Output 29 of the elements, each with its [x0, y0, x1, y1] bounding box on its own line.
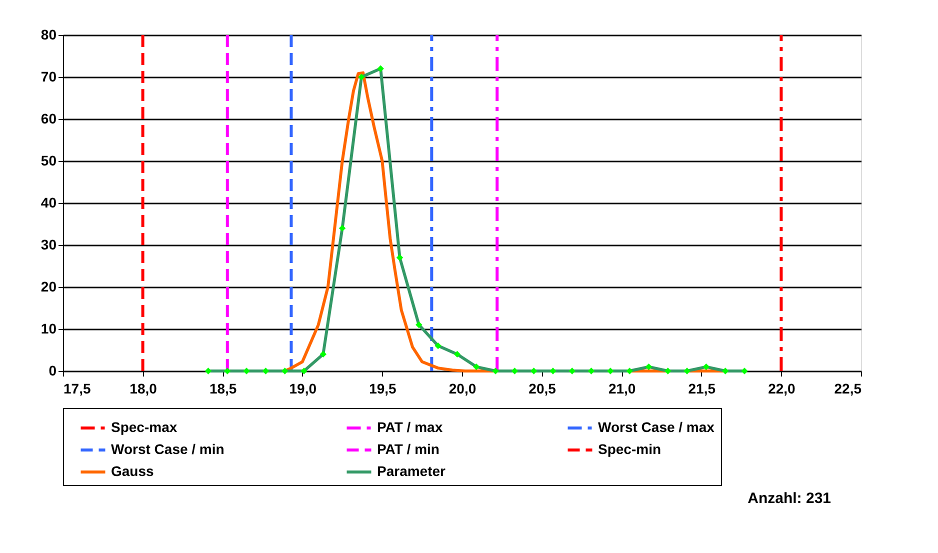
x-tick-label: 20,5 — [528, 380, 556, 396]
y-tick-label: 30 — [40, 236, 57, 252]
text: Anzahl: 231 — [748, 490, 831, 507]
y-tick-label: 80 — [40, 26, 57, 42]
legend-label: Worst Case / max — [598, 419, 715, 435]
x-tick-label: 18,0 — [130, 380, 158, 396]
legend-label: PAT / max — [377, 419, 443, 435]
x-tick-label: 20,0 — [448, 380, 476, 396]
legend-label: PAT / min — [377, 441, 440, 457]
x-tick-label: 21,0 — [608, 380, 636, 396]
x-tick-label: 22,0 — [768, 380, 796, 396]
legend-label: Parameter — [377, 463, 446, 479]
y-tick-label: 50 — [40, 152, 57, 168]
y-tick-label: 10 — [40, 320, 57, 336]
y-tick-label: 20 — [40, 278, 57, 294]
x-tick-label: 19,5 — [369, 380, 397, 396]
x-tick-label: 19,0 — [289, 380, 317, 396]
x-tick-label: 21,5 — [688, 380, 716, 396]
y-tick-label: 60 — [40, 110, 57, 126]
x-tick-label: 22,5 — [834, 380, 862, 396]
y-tick-label: 0 — [48, 362, 57, 378]
legend-label: Spec-min — [598, 441, 662, 457]
x-tick-label: 17,5 — [64, 380, 91, 396]
legend-label: Gauss — [111, 463, 154, 479]
y-tick-label: 40 — [40, 194, 57, 210]
legend-label: Spec-max — [111, 419, 178, 435]
legend-label: Worst Case / min — [111, 441, 224, 457]
y-tick-label: 70 — [40, 68, 57, 84]
x-tick-label: 18,5 — [209, 380, 237, 396]
